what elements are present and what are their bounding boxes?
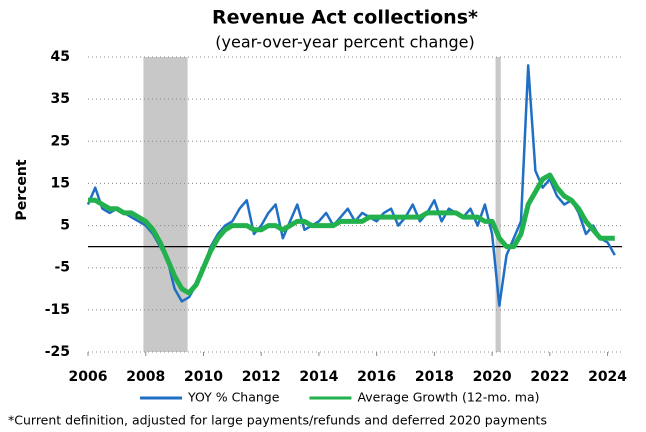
y-tick-label: -5 bbox=[54, 260, 70, 276]
y-tick-label: -15 bbox=[45, 302, 70, 318]
legend-label: Average Growth (12-mo. ma) bbox=[357, 390, 539, 405]
y-tick-label: 45 bbox=[51, 49, 70, 65]
y-tick-label: 25 bbox=[51, 133, 70, 149]
footnote: *Current definition, adjusted for large … bbox=[8, 413, 547, 428]
series-line bbox=[86, 64, 616, 307]
x-tick-label: 2024 bbox=[588, 369, 627, 385]
y-axis-label: Percent bbox=[14, 159, 30, 220]
series-line bbox=[88, 172, 615, 296]
x-tick-label: 2016 bbox=[357, 369, 396, 385]
y-tick-label: 5 bbox=[60, 218, 70, 234]
x-tick-label: 2018 bbox=[415, 369, 454, 385]
x-tick-label: 2022 bbox=[530, 369, 569, 385]
y-tick-label: 35 bbox=[51, 91, 70, 107]
y-tick-label: -25 bbox=[45, 344, 70, 360]
chart-title: Revenue Act collections* bbox=[212, 7, 478, 29]
x-tick-label: 2006 bbox=[69, 369, 108, 385]
chart-subtitle: (year-over-year percent change) bbox=[215, 33, 474, 52]
x-tick-label: 2008 bbox=[126, 369, 165, 385]
x-tick-label: 2020 bbox=[473, 369, 512, 385]
x-tick-label: 2012 bbox=[242, 369, 281, 385]
recession-shade bbox=[495, 57, 501, 352]
recession-shade bbox=[143, 57, 188, 352]
x-tick-label: 2010 bbox=[184, 369, 223, 385]
legend-label: YOY % Change bbox=[187, 390, 280, 405]
y-tick-label: 15 bbox=[51, 175, 70, 191]
x-tick-label: 2014 bbox=[299, 369, 338, 385]
